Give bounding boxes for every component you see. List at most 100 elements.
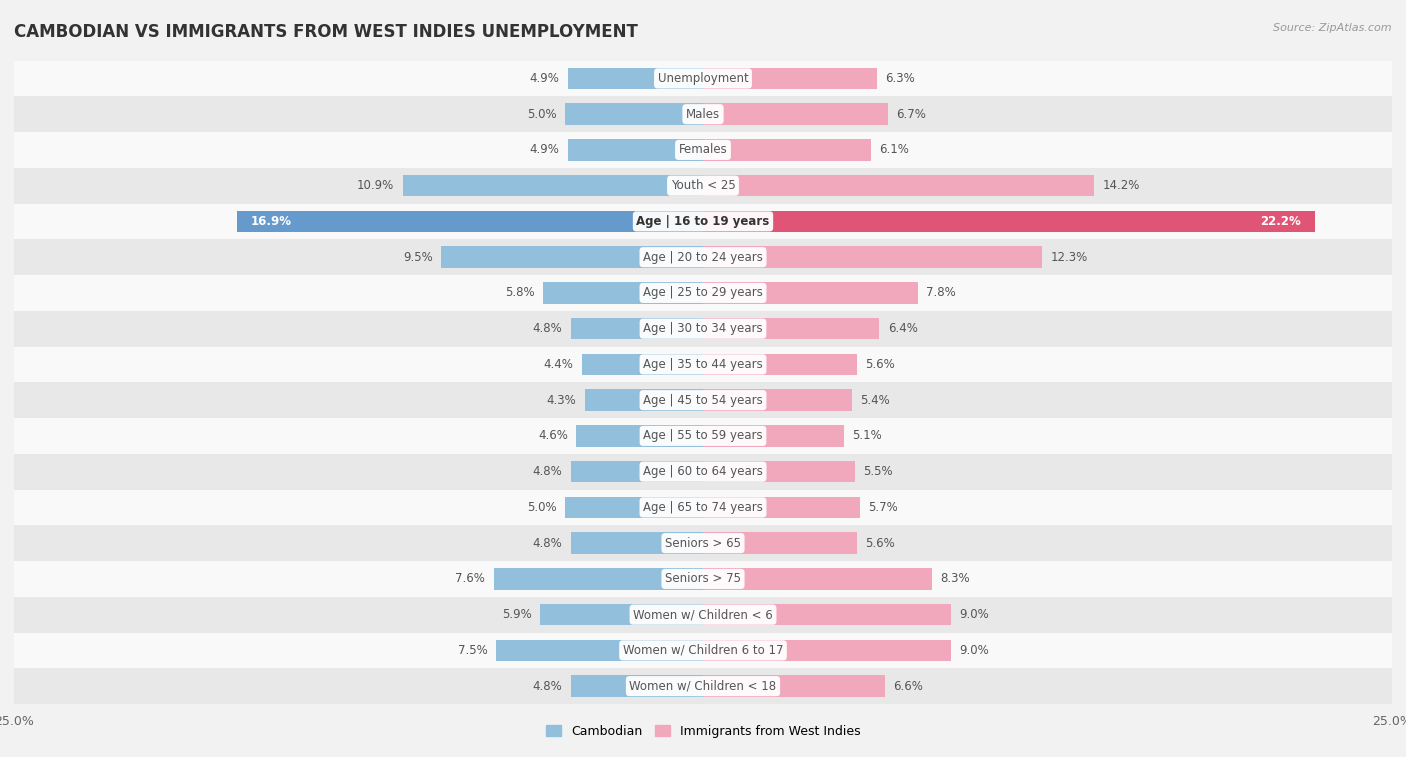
Bar: [703, 318, 879, 339]
Bar: [568, 67, 703, 89]
Bar: [571, 532, 703, 554]
Text: 5.6%: 5.6%: [866, 358, 896, 371]
Text: Source: ZipAtlas.com: Source: ZipAtlas.com: [1274, 23, 1392, 33]
Text: 5.0%: 5.0%: [527, 501, 557, 514]
Bar: [543, 282, 703, 304]
Text: 7.8%: 7.8%: [927, 286, 956, 300]
Bar: [14, 96, 1392, 132]
Text: Age | 55 to 59 years: Age | 55 to 59 years: [643, 429, 763, 442]
Text: 4.8%: 4.8%: [533, 465, 562, 478]
Bar: [565, 497, 703, 518]
Text: 9.0%: 9.0%: [959, 644, 988, 657]
Bar: [14, 668, 1392, 704]
Bar: [14, 525, 1392, 561]
Text: 4.8%: 4.8%: [533, 537, 562, 550]
Bar: [571, 318, 703, 339]
Legend: Cambodian, Immigrants from West Indies: Cambodian, Immigrants from West Indies: [541, 720, 865, 743]
Bar: [14, 311, 1392, 347]
Text: 14.2%: 14.2%: [1102, 179, 1140, 192]
Bar: [14, 275, 1392, 311]
Text: Age | 65 to 74 years: Age | 65 to 74 years: [643, 501, 763, 514]
Text: Age | 30 to 34 years: Age | 30 to 34 years: [643, 322, 763, 335]
Bar: [14, 597, 1392, 633]
Bar: [441, 247, 703, 268]
Bar: [703, 282, 918, 304]
Bar: [703, 569, 932, 590]
Bar: [540, 604, 703, 625]
Bar: [14, 561, 1392, 597]
Text: Seniors > 65: Seniors > 65: [665, 537, 741, 550]
Text: 9.5%: 9.5%: [404, 251, 433, 263]
Bar: [14, 168, 1392, 204]
Text: 4.8%: 4.8%: [533, 680, 562, 693]
Bar: [14, 382, 1392, 418]
Bar: [703, 104, 887, 125]
Bar: [402, 175, 703, 196]
Text: 5.5%: 5.5%: [863, 465, 893, 478]
Bar: [703, 210, 1315, 232]
Bar: [238, 210, 703, 232]
Bar: [14, 347, 1392, 382]
Text: Females: Females: [679, 143, 727, 157]
Text: 5.0%: 5.0%: [527, 107, 557, 120]
Text: 6.7%: 6.7%: [896, 107, 925, 120]
Text: Males: Males: [686, 107, 720, 120]
Text: Women w/ Children < 6: Women w/ Children < 6: [633, 608, 773, 621]
Bar: [703, 675, 884, 697]
Text: 4.3%: 4.3%: [547, 394, 576, 407]
Text: 5.4%: 5.4%: [860, 394, 890, 407]
Bar: [703, 461, 855, 482]
Text: Youth < 25: Youth < 25: [671, 179, 735, 192]
Bar: [703, 247, 1042, 268]
Text: 6.1%: 6.1%: [879, 143, 910, 157]
Text: 4.4%: 4.4%: [544, 358, 574, 371]
Bar: [14, 490, 1392, 525]
Text: 22.2%: 22.2%: [1260, 215, 1301, 228]
Bar: [703, 175, 1094, 196]
Bar: [14, 418, 1392, 453]
Text: 10.9%: 10.9%: [357, 179, 394, 192]
Bar: [703, 497, 860, 518]
Text: 6.3%: 6.3%: [884, 72, 915, 85]
Text: 6.6%: 6.6%: [893, 680, 922, 693]
Text: Age | 45 to 54 years: Age | 45 to 54 years: [643, 394, 763, 407]
Bar: [703, 425, 844, 447]
Text: Age | 60 to 64 years: Age | 60 to 64 years: [643, 465, 763, 478]
Text: CAMBODIAN VS IMMIGRANTS FROM WEST INDIES UNEMPLOYMENT: CAMBODIAN VS IMMIGRANTS FROM WEST INDIES…: [14, 23, 638, 41]
Bar: [703, 640, 950, 661]
Bar: [14, 61, 1392, 96]
Bar: [703, 532, 858, 554]
Bar: [14, 633, 1392, 668]
Text: 6.4%: 6.4%: [887, 322, 918, 335]
Text: 4.6%: 4.6%: [538, 429, 568, 442]
Text: 9.0%: 9.0%: [959, 608, 988, 621]
Text: 5.9%: 5.9%: [502, 608, 531, 621]
Bar: [576, 425, 703, 447]
Bar: [571, 675, 703, 697]
Bar: [494, 569, 703, 590]
Bar: [703, 354, 858, 375]
Text: Women w/ Children 6 to 17: Women w/ Children 6 to 17: [623, 644, 783, 657]
Text: Age | 35 to 44 years: Age | 35 to 44 years: [643, 358, 763, 371]
Bar: [703, 389, 852, 411]
Text: 12.3%: 12.3%: [1050, 251, 1087, 263]
Text: Women w/ Children < 18: Women w/ Children < 18: [630, 680, 776, 693]
Text: Unemployment: Unemployment: [658, 72, 748, 85]
Bar: [571, 461, 703, 482]
Text: Seniors > 75: Seniors > 75: [665, 572, 741, 585]
Bar: [14, 132, 1392, 168]
Bar: [568, 139, 703, 160]
Bar: [14, 204, 1392, 239]
Text: 4.8%: 4.8%: [533, 322, 562, 335]
Bar: [585, 389, 703, 411]
Text: 7.6%: 7.6%: [456, 572, 485, 585]
Text: Age | 20 to 24 years: Age | 20 to 24 years: [643, 251, 763, 263]
Text: 5.7%: 5.7%: [869, 501, 898, 514]
Bar: [703, 604, 950, 625]
Bar: [703, 67, 876, 89]
Text: 16.9%: 16.9%: [252, 215, 292, 228]
Bar: [496, 640, 703, 661]
Text: Age | 25 to 29 years: Age | 25 to 29 years: [643, 286, 763, 300]
Text: 5.8%: 5.8%: [505, 286, 534, 300]
Text: 7.5%: 7.5%: [458, 644, 488, 657]
